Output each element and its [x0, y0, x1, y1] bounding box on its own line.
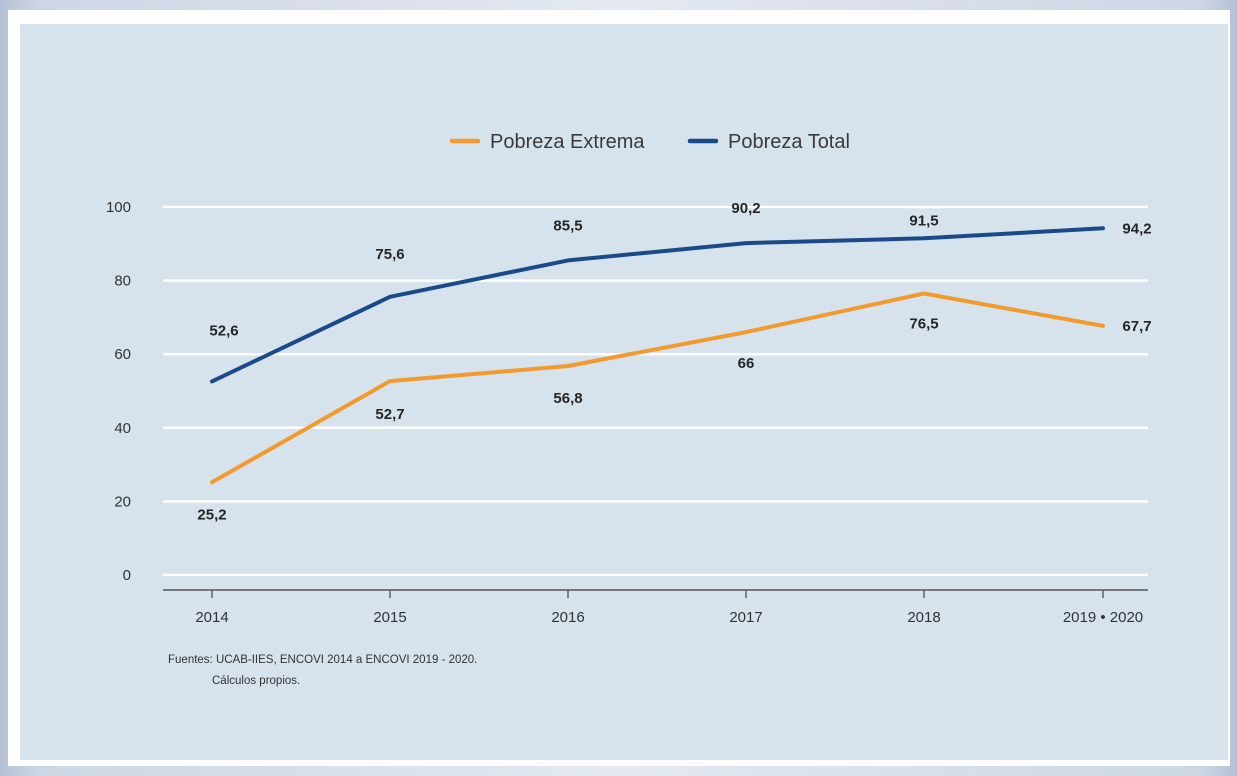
- y-axis-tick-labels: 0 20 40 60 80 100: [106, 199, 131, 584]
- data-label-total-3: 90,2: [731, 200, 760, 217]
- legend: Pobreza Extrema Pobreza Total: [449, 131, 850, 153]
- x-axis: [163, 589, 1148, 598]
- data-label-extrema-5: 67,7: [1122, 318, 1151, 335]
- data-label-total-2: 85,5: [553, 217, 582, 234]
- y-tick-label-60: 60: [114, 346, 131, 363]
- data-label-total-5: 94,2: [1122, 220, 1151, 237]
- data-label-extrema-4: 76,5: [909, 315, 938, 332]
- chart-panel: [20, 24, 1228, 760]
- source-line-2: Cálculos propios.: [212, 675, 300, 687]
- data-label-total-4: 91,5: [909, 212, 938, 229]
- gridlines: [163, 205, 1148, 577]
- data-label-extrema-2: 56,8: [553, 390, 582, 407]
- x-tick-label-2: 2016: [551, 609, 584, 626]
- x-tick-label-3: 2017: [729, 609, 762, 626]
- y-tick-label-20: 20: [114, 493, 131, 510]
- legend-item-pobreza-extrema-label: Pobreza Extrema: [490, 131, 645, 153]
- x-tick-label-0: 2014: [195, 609, 228, 626]
- x-tick-label-1: 2015: [373, 609, 406, 626]
- data-label-extrema-0: 25,2: [197, 506, 226, 523]
- y-tick-label-80: 80: [114, 273, 131, 290]
- y-tick-label-100: 100: [106, 199, 131, 216]
- data-label-extrema-3: 66: [738, 355, 755, 372]
- series-line-pobreza-total: [210, 226, 1105, 384]
- legend-item-pobreza-total-label: Pobreza Total: [728, 131, 850, 153]
- source-line-1: Fuentes: UCAB-IIES, ENCOVI 2014 a ENCOVI…: [168, 654, 477, 666]
- data-label-total-1: 75,6: [375, 246, 404, 263]
- series-line-pobreza-extrema: [210, 291, 1105, 485]
- y-tick-label-40: 40: [114, 420, 131, 437]
- data-labels: 25,2 52,7 56,8 66 76,5 67,7 52,6 75,6 85,5 90,2 91…: [197, 200, 1151, 523]
- series-lines: [210, 226, 1105, 485]
- x-axis-tick-labels: 2014 2015 2016 2017 2018 2019 • 2020: [195, 609, 1143, 626]
- data-label-extrema-1: 52,7: [375, 406, 404, 423]
- x-tick-label-4: 2018: [907, 609, 940, 626]
- data-label-total-0: 52,6: [209, 322, 238, 339]
- source-note: Fuentes: UCAB-IIES, ENCOVI 2014 a ENCOVI…: [168, 654, 477, 687]
- y-tick-label-0: 0: [123, 567, 131, 584]
- x-tick-label-5: 2019 • 2020: [1063, 609, 1143, 626]
